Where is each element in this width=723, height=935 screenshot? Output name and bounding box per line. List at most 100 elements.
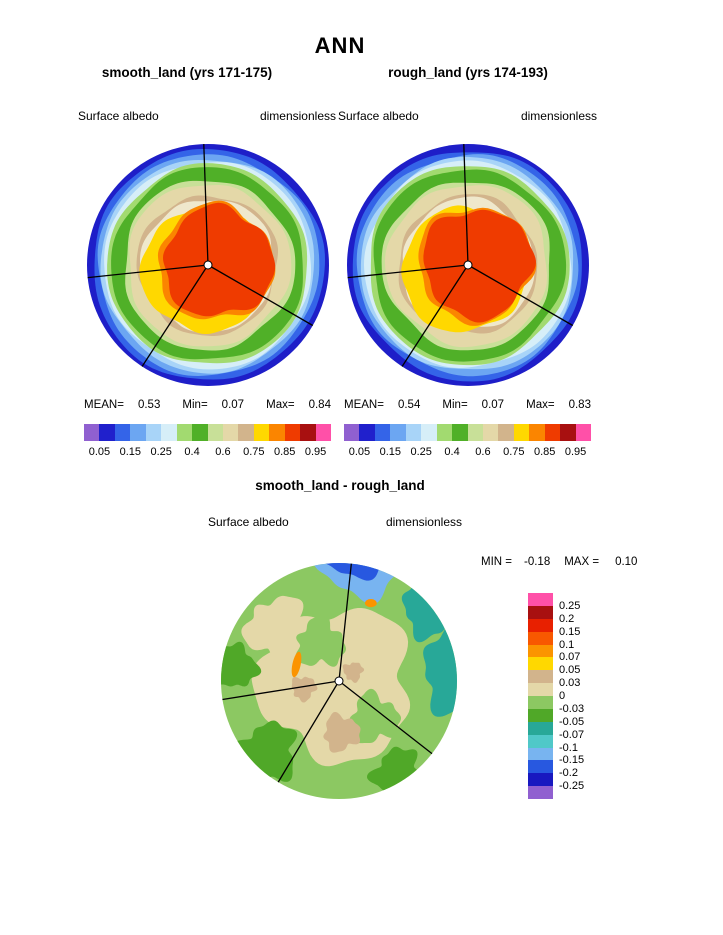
stat-mean: MEAN= 0.54 [344,399,420,411]
sector-line [207,264,314,327]
colorbar-tick-label: 0.25 [559,599,581,612]
colorbar-segment [528,683,553,696]
sector-line [277,680,340,783]
field-label-rough: Surface albedo [338,109,419,123]
max-label: MAX = [564,556,600,568]
contour-layer [295,613,346,667]
colorbar-segment [528,593,553,606]
colorbar-segment [528,734,553,748]
contour-layer [313,563,406,605]
colorbar-tick-label: -0.15 [559,754,585,767]
colorbar-horizontal-rough [344,424,591,441]
contour-layer [364,598,377,608]
contour-layer [291,651,302,678]
stat-value: 0.84 [308,399,331,411]
polar-plot-rough-land [347,144,589,386]
stat-label: Max= [266,399,295,411]
pole-center-dot [203,260,213,270]
colorbar-segment [544,424,561,441]
colorbar-segment [130,424,146,441]
min-label: MIN = [481,556,512,568]
colorbar-tick-label: -0.1 [559,741,578,754]
colorbar-tick-label: 0.6 [215,446,231,458]
colorbar-segment [528,786,553,799]
colorbar-segment [359,424,375,441]
contour-layer [342,662,365,683]
colorbar-tick-label: -0.2 [559,767,578,780]
stat-mean: MEAN= 0.53 [84,399,160,411]
colorbar-segment [161,424,177,441]
colorbar-segment [222,424,239,441]
colorbar-segment [374,424,391,441]
stats-row-rough: MEAN= 0.54 Min= 0.07 Max= 0.83 [344,399,591,411]
colorbar-tick-label: 0.6 [475,446,491,458]
colorbar-tick-label: 0.25 [150,446,172,458]
units-label-rough: dimensionless [520,109,597,123]
colorbar-segment [528,618,553,632]
colorbar-segment [498,424,514,441]
colorbar-segment [528,631,553,645]
colorbar-ticks-diff: 0.25 0.2 0.15 0.1 0.07 0.05 0.03 0 -0.03 -0.05 -0.… [559,593,609,799]
colorbar-tick-label: 0.25 [410,446,432,458]
colorbar-segment [344,424,360,441]
colorbar-segment [84,424,100,441]
colorbar-tick-label: -0.07 [559,728,585,741]
colorbar-ticks-rough: 0.05 0.15 0.25 0.4 0.6 0.75 0.85 0.95 [344,446,591,459]
colorbar-segment [300,424,316,441]
colorbar-segment [528,605,553,619]
colorbar-segment [528,760,553,774]
units-label-diff: dimensionless [385,515,462,529]
colorbar-tick-label: -0.25 [559,780,585,793]
colorbar-ticks-smooth: 0.05 0.15 0.25 0.4 0.6 0.75 0.85 0.95 [84,446,331,459]
colorbar-tick-label: 0.85 [273,446,296,458]
pole-center-dot [334,676,344,686]
polar-plot-smooth-land [87,144,329,386]
colorbar-tick-label: 0.95 [304,446,327,458]
colorbar-tick-label: 0.05 [88,446,111,458]
sector-line [401,264,469,367]
colorbar-tick-label: 0.03 [559,677,581,690]
colorbar-segment [421,424,437,441]
sector-line [141,264,209,367]
sector-line [222,680,340,701]
contour-layer [423,209,536,323]
stat-label: MEAN= [344,399,384,411]
stat-max: Max= 0.83 [526,399,591,411]
colorbar-segment [560,424,576,441]
colorbar-segment [436,424,453,441]
colorbar-tick-label: 0.4 [444,446,460,458]
sector-line [463,144,469,266]
contour-layer [291,676,318,703]
colorbar-segment [114,424,131,441]
sector-line [338,563,352,682]
colorbar-segment [207,424,223,441]
colorbar-segment [390,424,406,441]
pole-center-dot [463,260,473,270]
stat-max: Max= 0.84 [266,399,331,411]
colorbar-vertical-diff [528,593,553,799]
contour-layer [423,624,457,717]
colorbar-tick-label: 0.05 [348,446,371,458]
sector-line [347,264,469,279]
colorbar-segment [513,424,530,441]
colorbar-tick-label: 0.1 [559,638,575,651]
sector-line [467,264,574,327]
stat-label: Max= [526,399,555,411]
stat-label: MEAN= [84,399,124,411]
colorbar-segment [284,424,301,441]
colorbar-segment [529,424,545,441]
colorbar-segment [528,773,553,787]
colorbar-segment [238,424,254,441]
units-label-smooth: dimensionless [259,109,336,123]
main-title: ANN [314,33,366,58]
stat-label: Min= [182,399,208,411]
colorbar-segment [253,424,270,441]
colorbar-segment [269,424,285,441]
colorbar-tick-label: 0 [559,690,566,702]
colorbar-segment [528,657,553,671]
contour-layer [241,595,309,664]
colorbar-segment [575,424,591,441]
min-value: -0.18 [524,556,551,568]
colorbar-segment [405,424,422,441]
sector-line [203,144,209,266]
